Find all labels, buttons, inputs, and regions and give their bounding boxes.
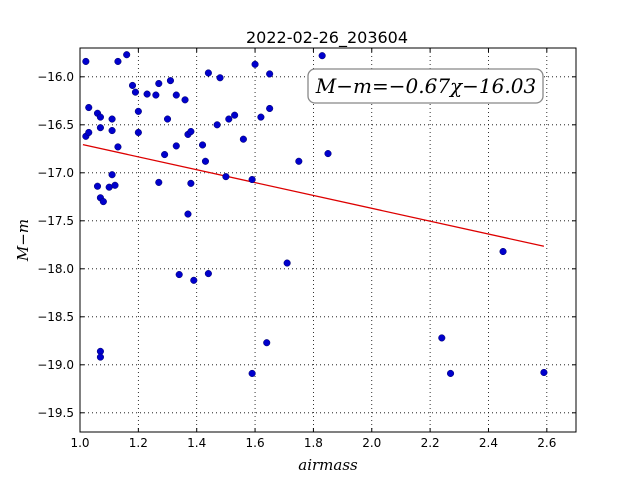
data-point xyxy=(99,198,107,206)
data-point xyxy=(231,111,239,119)
data-point xyxy=(134,128,142,137)
plot-area xyxy=(80,48,576,432)
data-point xyxy=(96,124,104,132)
data-point xyxy=(166,77,174,85)
annotation-box: M−m=−0.67χ−16.03 xyxy=(307,68,544,104)
x-tick-label: 2.0 xyxy=(362,436,381,450)
fit-equation: M−m=−0.67χ−16.03 xyxy=(315,74,536,98)
y-tick-label: −16.0 xyxy=(37,70,74,84)
y-tick-label: −19.5 xyxy=(37,406,74,420)
x-tick-label: 1.0 xyxy=(70,436,89,450)
data-point xyxy=(111,181,119,189)
data-point xyxy=(172,142,180,150)
data-point xyxy=(225,115,233,123)
y-tick-label: −18.0 xyxy=(37,262,74,276)
data-point xyxy=(163,115,172,123)
y-tick-label: −19.0 xyxy=(37,358,74,372)
data-point xyxy=(131,88,139,96)
data-point xyxy=(187,127,195,136)
x-tick-label: 1.4 xyxy=(187,436,206,450)
data-point xyxy=(499,247,507,256)
data-point xyxy=(204,69,212,77)
data-point xyxy=(251,60,259,68)
data-point xyxy=(181,96,189,104)
data-point xyxy=(257,113,265,121)
data-point xyxy=(114,57,122,65)
y-axis-label: M−m xyxy=(14,219,32,262)
fit-line xyxy=(82,144,545,247)
data-point xyxy=(540,368,548,377)
data-point xyxy=(190,276,198,284)
data-point xyxy=(143,90,151,98)
x-tick-label: 1.2 xyxy=(129,436,148,450)
data-point xyxy=(123,51,131,59)
data-point xyxy=(216,74,224,82)
data-point xyxy=(155,178,163,186)
data-point xyxy=(152,91,160,99)
data-point xyxy=(184,210,192,218)
data-point xyxy=(128,81,137,89)
y-tick-label: −17.5 xyxy=(37,214,74,228)
data-point xyxy=(446,369,455,377)
y-axis-ticks: −16.0 −16.5 −17.0 −17.5 −18.0 −18.5 −19.0 −19.5 xyxy=(37,70,576,420)
x-tick-label: 2.2 xyxy=(421,436,440,450)
data-point xyxy=(283,259,291,267)
data-point xyxy=(295,157,303,165)
fit-layer xyxy=(82,144,545,247)
data-point xyxy=(82,57,90,65)
y-tick-label: −16.5 xyxy=(37,118,74,132)
x-tick-label: 1.8 xyxy=(304,436,323,450)
data-point xyxy=(108,171,116,179)
data-point xyxy=(108,127,116,135)
x-tick-label: 2.6 xyxy=(537,436,556,450)
data-point xyxy=(222,173,230,181)
data-point xyxy=(239,135,247,143)
x-axis-ticks: 1.0 1.2 1.4 1.6 1.8 2.0 2.2 2.4 2.6 xyxy=(70,48,556,450)
data-point xyxy=(213,121,221,129)
data-point xyxy=(438,334,446,342)
data-point xyxy=(155,79,163,88)
annotation-frame xyxy=(307,68,544,104)
data-point xyxy=(175,271,183,279)
data-point xyxy=(204,270,212,278)
x-tick-label: 1.6 xyxy=(246,436,265,450)
data-point xyxy=(318,52,326,60)
data-point xyxy=(263,339,271,347)
x-tick-label: 2.4 xyxy=(479,436,498,450)
data-point xyxy=(172,91,180,99)
data-point xyxy=(187,179,195,187)
data-point xyxy=(161,151,169,159)
data-point xyxy=(248,175,256,184)
data-point xyxy=(96,353,104,361)
y-tick-label: −18.5 xyxy=(37,310,74,324)
data-point xyxy=(134,107,142,115)
data-point xyxy=(198,141,207,149)
data-point xyxy=(85,103,93,112)
data-point xyxy=(266,104,274,113)
data-point xyxy=(248,369,256,377)
data-point xyxy=(96,113,104,121)
data-point xyxy=(201,157,210,165)
data-point xyxy=(266,70,274,78)
data-point xyxy=(108,115,116,123)
x-axis-label: airmass xyxy=(298,456,358,474)
data-point xyxy=(324,150,332,158)
data-point xyxy=(93,182,102,190)
grid xyxy=(80,48,576,432)
y-tick-label: −17.0 xyxy=(37,166,74,180)
data-point xyxy=(114,143,122,151)
data-point xyxy=(85,128,93,137)
chart-title: 2022-02-26_203604 xyxy=(246,28,408,48)
plot-frame xyxy=(79,47,577,433)
data-points xyxy=(82,51,548,377)
